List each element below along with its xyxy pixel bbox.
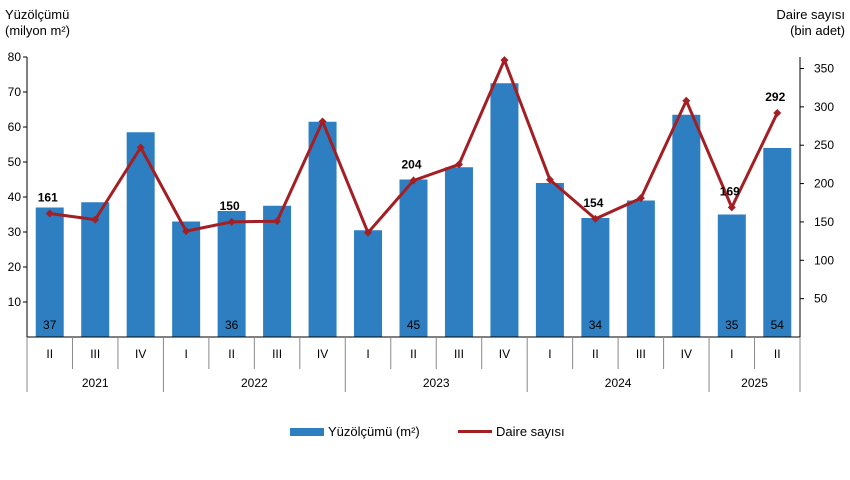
left-tick-label: 70: [8, 85, 22, 99]
bar-data-label: 35: [725, 318, 739, 332]
left-tick-label: 10: [8, 295, 22, 309]
bar: [308, 121, 337, 337]
left-tick-label: 50: [8, 155, 22, 169]
quarter-label: I: [366, 347, 369, 361]
left-axis-title-line-2: (milyon m²): [5, 23, 70, 38]
bar: [763, 148, 792, 337]
line-marker: [136, 143, 145, 152]
line-data-label: 161: [38, 190, 58, 204]
right-tick-label: 100: [814, 253, 834, 267]
legend-label-area: Yüzölçümü (m²): [328, 424, 420, 439]
year-label: 2023: [423, 376, 450, 390]
line-data-label: 204: [401, 158, 421, 172]
line-marker: [682, 96, 691, 105]
legend: Yüzölçümü (m²) Daire sayısı: [0, 424, 850, 442]
line-marker: [91, 215, 100, 224]
bar: [35, 207, 64, 337]
line-marker: [364, 228, 373, 237]
quarter-label: IV: [681, 347, 692, 361]
legend-bar-swatch: [290, 427, 324, 436]
left-tick-label: 30: [8, 225, 22, 239]
right-tick-label: 350: [814, 62, 834, 76]
quarter-label: II: [228, 347, 235, 361]
legend-label-count: Daire sayısı: [496, 424, 565, 439]
quarter-label: II: [410, 347, 417, 361]
bar: [490, 83, 519, 337]
quarter-label: III: [636, 347, 646, 361]
quarter-label: II: [774, 347, 781, 361]
left-axis-title: Yüzölçümü (milyon m²): [5, 7, 70, 39]
right-tick-label: 200: [814, 177, 834, 191]
bar: [444, 167, 473, 337]
line-marker: [727, 203, 736, 212]
bar-data-label: 34: [589, 318, 603, 332]
right-tick-label: 300: [814, 100, 834, 114]
line-marker: [45, 209, 54, 218]
line-marker: [500, 56, 509, 65]
line-marker: [227, 217, 236, 226]
right-axis-title: Daire sayısı (bin adet): [776, 7, 845, 39]
year-label: 2025: [741, 376, 768, 390]
left-tick-label: 80: [8, 50, 22, 64]
year-label: 2021: [82, 376, 109, 390]
legend-item-count: Daire sayısı: [458, 424, 565, 439]
year-label: 2024: [605, 376, 632, 390]
quarter-label: I: [730, 347, 733, 361]
line-marker: [591, 214, 600, 223]
left-tick-label: 20: [8, 260, 22, 274]
quarter-label: II: [46, 347, 53, 361]
line-data-label: 150: [220, 199, 240, 213]
bar-data-label: 54: [771, 318, 785, 332]
line-marker: [773, 109, 782, 117]
right-tick-label: 250: [814, 138, 834, 152]
right-axis-title-line-2: (bin adet): [790, 23, 845, 38]
line-marker: [545, 175, 554, 184]
quarter-label: I: [548, 347, 551, 361]
quarter-label: I: [184, 347, 187, 361]
left-axis-title-line-1: Yüzölçümü: [5, 7, 70, 22]
line-data-label: 292: [765, 90, 785, 104]
year-label: 2022: [241, 376, 268, 390]
right-tick-label: 50: [814, 292, 828, 306]
bar: [217, 211, 246, 337]
line-marker: [636, 194, 645, 203]
bar: [354, 230, 383, 337]
line-data-label: 169: [720, 184, 740, 198]
legend-item-area: Yüzölçümü (m²): [290, 424, 420, 439]
bar: [535, 183, 564, 337]
quarter-label: IV: [135, 347, 146, 361]
bar-data-label: 45: [407, 318, 421, 332]
bar: [626, 200, 655, 337]
quarter-label: IV: [499, 347, 510, 361]
quarter-label: II: [592, 347, 599, 361]
legend-line-swatch: [458, 430, 492, 433]
bar: [581, 218, 610, 337]
bar: [263, 205, 292, 337]
quarter-label: IV: [317, 347, 328, 361]
bar: [672, 114, 701, 337]
bar-data-label: 36: [225, 318, 239, 332]
right-axis-title-line-1: Daire sayısı: [776, 7, 845, 22]
line-marker: [409, 176, 418, 185]
line-marker: [273, 217, 282, 226]
quarter-label: III: [90, 347, 100, 361]
quarter-label: III: [454, 347, 464, 361]
left-tick-label: 40: [8, 190, 22, 204]
bar: [399, 179, 428, 337]
bar: [81, 202, 110, 337]
line-marker: [318, 117, 327, 126]
bar: [172, 221, 201, 337]
right-tick-label: 150: [814, 215, 834, 229]
quarter-label: III: [272, 347, 282, 361]
line-marker: [182, 227, 191, 236]
left-tick-label: 60: [8, 120, 22, 134]
bar-data-label: 37: [43, 318, 57, 332]
bar: [717, 214, 746, 337]
line-data-label: 154: [583, 196, 603, 210]
line-marker: [454, 160, 463, 169]
